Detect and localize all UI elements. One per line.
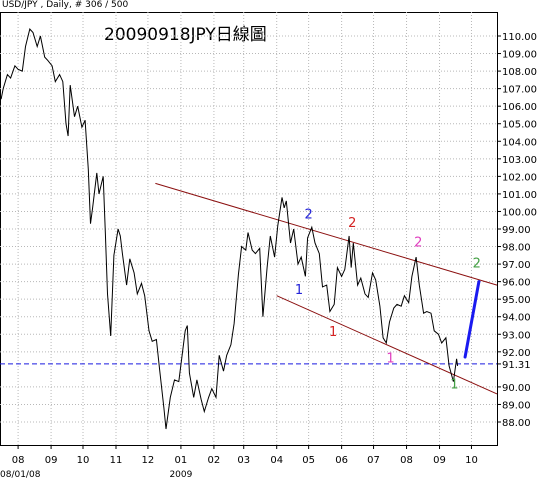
x-tick-label: 06	[335, 455, 348, 466]
y-tick-label: 98.00	[502, 243, 531, 254]
x-tick-label: 08	[12, 455, 25, 466]
x-tick-label: 12	[142, 455, 155, 466]
y-tick-label: 94.00	[502, 313, 531, 324]
y-tick-label: 101.00	[502, 190, 537, 201]
wave-label: 2	[348, 216, 356, 231]
wave-label: 1	[295, 283, 303, 298]
y-tick-label: 90.00	[502, 383, 531, 394]
x-tick-label: 11	[110, 455, 123, 466]
channel-line	[276, 295, 498, 395]
wave-label: 2	[414, 236, 422, 251]
x-tick-label: 10	[465, 455, 478, 466]
y-tick-label: 104.00	[502, 137, 537, 148]
y-tick-label: 93.00	[502, 330, 531, 341]
y-tick-label: 89.00	[502, 400, 531, 411]
wave-label: 2	[473, 257, 481, 272]
y-tick-label: 103.00	[502, 155, 537, 166]
y-tick-label: 99.00	[502, 225, 531, 236]
wave-label: 1	[386, 351, 394, 366]
y-tick-label: 106.00	[502, 102, 537, 113]
y-tick-label: 100.00	[502, 207, 537, 218]
chart-header: USD/JPY , Daily, # 306 / 500	[2, 0, 129, 10]
y-tick-label: 97.00	[502, 260, 531, 271]
y-tick-label: 96.00	[502, 278, 531, 289]
y-tick-label: 92.00	[502, 348, 531, 359]
x-tick-label: 01	[175, 455, 188, 466]
x-tick-label: 07	[367, 455, 380, 466]
wave-label: 1	[329, 325, 337, 340]
y-tick-label: 88.00	[502, 418, 531, 429]
x-tick-label: 10	[77, 455, 90, 466]
x-tick-label: 05	[302, 455, 315, 466]
x-tick-label: 09	[45, 455, 58, 466]
x-bottom-label: 08/01/08	[0, 470, 41, 480]
y-tick-label: 95.00	[502, 295, 531, 306]
x-tick-label: 02	[208, 455, 221, 466]
chart-title: 20090918JPY日線圖	[104, 25, 267, 45]
projection-line	[463, 280, 481, 359]
y-tick-label: 109.00	[502, 50, 537, 61]
y-tick-label: 105.00	[502, 120, 537, 131]
price-line	[0, 27, 459, 430]
y-tick-label: 110.00	[502, 32, 537, 43]
wave-label: 2	[304, 207, 312, 222]
x-bottom-label: 2009	[169, 470, 192, 480]
wave-label: 1	[450, 378, 458, 393]
y-tick-label: 108.00	[502, 67, 537, 78]
x-tick-label: 09	[433, 455, 446, 466]
y-tick-label: 107.00	[502, 85, 537, 96]
x-tick-label: 08	[400, 455, 413, 466]
x-tick-label: 04	[270, 455, 283, 466]
y-tick-label: 102.00	[502, 172, 537, 183]
y-tick-label: 91.31	[502, 360, 531, 371]
channel-line	[155, 182, 498, 286]
x-tick-label: 03	[237, 455, 250, 466]
